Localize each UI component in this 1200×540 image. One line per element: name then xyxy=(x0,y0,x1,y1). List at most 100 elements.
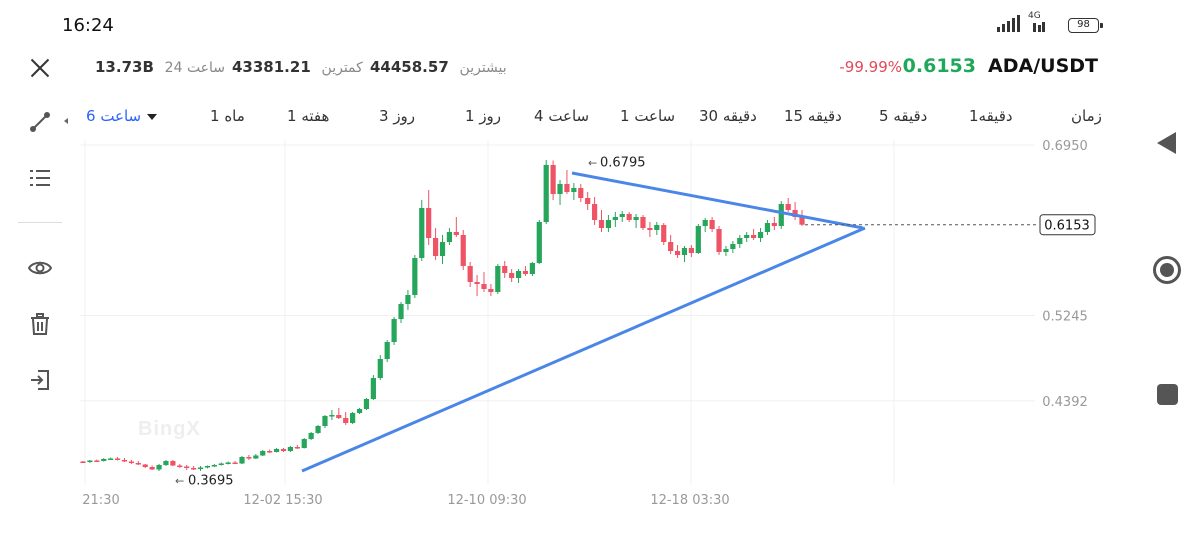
candle-body xyxy=(737,238,743,244)
recents-icon[interactable] xyxy=(1157,384,1178,405)
tab-1-minute[interactable]: 1دقیقه xyxy=(969,107,1013,125)
candle-body xyxy=(197,467,204,469)
candle-body xyxy=(322,416,328,426)
y-tick-label: 0.4392 xyxy=(1042,395,1088,410)
candle-body xyxy=(792,210,798,217)
bingx-watermark: BingX xyxy=(138,418,201,440)
candle-body xyxy=(287,447,294,451)
data-arrows-icon xyxy=(1033,22,1045,32)
high-marker-arrow: ← xyxy=(588,157,597,170)
candle-body xyxy=(121,460,128,462)
timeframe-dropdown[interactable]: 6 ساعت xyxy=(86,107,158,125)
candle-body xyxy=(668,242,674,251)
candle-body xyxy=(654,225,660,230)
candle-body xyxy=(460,235,466,266)
trendline-icon[interactable] xyxy=(28,110,52,134)
candle-body xyxy=(108,458,114,460)
tab-4-hour[interactable]: 4 ساعت xyxy=(534,107,590,125)
candle-body xyxy=(294,447,300,449)
battery-icon: 98 xyxy=(1068,18,1103,33)
close-button[interactable] xyxy=(26,54,54,82)
x-tick-label: 12-10 09:30 xyxy=(447,493,526,508)
candle-body xyxy=(467,266,473,282)
candle-body xyxy=(529,263,535,274)
system-navigation xyxy=(1140,0,1200,540)
tab-3-day[interactable]: 3 روز xyxy=(379,107,416,125)
candle-body xyxy=(253,455,259,459)
ticker-header: 13.73B 24 ساعت 43381.21 کمترین 44458.57 … xyxy=(0,50,1130,86)
candle-body xyxy=(191,468,197,470)
candle-body xyxy=(280,449,287,451)
low-value: 43381.21 xyxy=(232,58,311,76)
status-bar: 16:24 4G 98 xyxy=(0,0,1200,50)
last-price: 0.6153 xyxy=(902,55,976,77)
candle-body xyxy=(585,198,591,204)
candle-body xyxy=(536,222,542,263)
triangle-lower-trendline xyxy=(301,226,866,473)
candle-body xyxy=(550,165,556,194)
toolbar-divider xyxy=(18,222,62,223)
tab-1-month[interactable]: 1 ماه xyxy=(210,107,245,125)
trash-icon[interactable] xyxy=(28,312,52,336)
candle-body xyxy=(114,458,121,460)
candle-body xyxy=(771,223,777,226)
candle-body xyxy=(564,184,570,192)
high-value: 44458.57 xyxy=(370,58,449,76)
candlestick-chart[interactable]: BingX 0.6153 0.6795 ← 0.3695 ← 0.6950 0.5… xyxy=(80,140,1100,520)
candle-body xyxy=(405,295,411,304)
tab-30-minute[interactable]: 30 دقیقه xyxy=(699,107,757,125)
pair-title: ADA/USDT xyxy=(988,55,1098,77)
scroll-left-icon[interactable] xyxy=(64,118,68,124)
candle-body xyxy=(336,415,342,418)
high-label: بیشترین xyxy=(459,60,507,76)
list-icon[interactable] xyxy=(28,166,52,190)
candle-body xyxy=(481,284,487,289)
caret-down-icon xyxy=(147,113,158,120)
candle-body xyxy=(785,204,791,210)
eye-icon[interactable] xyxy=(28,256,52,280)
candle-body xyxy=(716,229,722,252)
tab-1-hour[interactable]: 1 ساعت xyxy=(620,107,676,125)
timeframe-bar: 6 ساعت 1 ماه 1 هفته 3 روز 1 روز 4 ساعت 1… xyxy=(0,100,1130,134)
candle-body xyxy=(391,319,397,342)
exit-icon[interactable] xyxy=(28,368,52,392)
candle-body xyxy=(661,225,667,242)
tab-time[interactable]: زمان xyxy=(1071,107,1102,125)
candle-body xyxy=(474,282,480,284)
volume-value: 13.73B xyxy=(95,58,154,76)
candle-body xyxy=(446,232,453,242)
candle-body xyxy=(515,271,522,278)
candle-body xyxy=(488,289,494,292)
volume-stat: 13.73B 24 ساعت xyxy=(95,58,225,76)
timeframe-active-label: 6 ساعت xyxy=(86,107,142,125)
candle-body xyxy=(184,466,190,468)
x-axis: 21:30 12-02 15:30 12-10 09:30 12-18 03:30 xyxy=(82,493,729,508)
candle-body xyxy=(315,426,321,433)
tab-1-day[interactable]: 1 روز xyxy=(465,107,502,125)
back-icon[interactable] xyxy=(1157,132,1176,154)
price-change: -99.99% xyxy=(839,58,902,76)
candle-body xyxy=(640,217,646,228)
candle-body xyxy=(744,235,750,238)
candle-body xyxy=(87,460,93,462)
candle-body xyxy=(426,208,432,238)
home-icon[interactable] xyxy=(1153,256,1181,284)
candle-body xyxy=(225,462,231,464)
candle-body xyxy=(612,217,618,220)
candle-body xyxy=(502,266,508,273)
candle-body xyxy=(308,433,314,439)
candle-body xyxy=(439,242,446,256)
tab-5-minute[interactable]: 5 دقیقه xyxy=(879,107,928,125)
candle-body xyxy=(363,399,370,409)
candle-body xyxy=(681,248,688,255)
candle-body xyxy=(571,188,577,192)
candle-body xyxy=(598,220,605,228)
tab-15-minute[interactable]: 15 دقیقه xyxy=(784,107,842,125)
candle-body xyxy=(94,460,100,462)
candle-body xyxy=(218,463,224,465)
x-tick-label: 12-02 15:30 xyxy=(243,493,322,508)
tab-1-week[interactable]: 1 هفته xyxy=(287,107,330,125)
candle-body xyxy=(419,208,425,258)
candle-body xyxy=(384,342,390,359)
candle-body xyxy=(239,457,245,464)
